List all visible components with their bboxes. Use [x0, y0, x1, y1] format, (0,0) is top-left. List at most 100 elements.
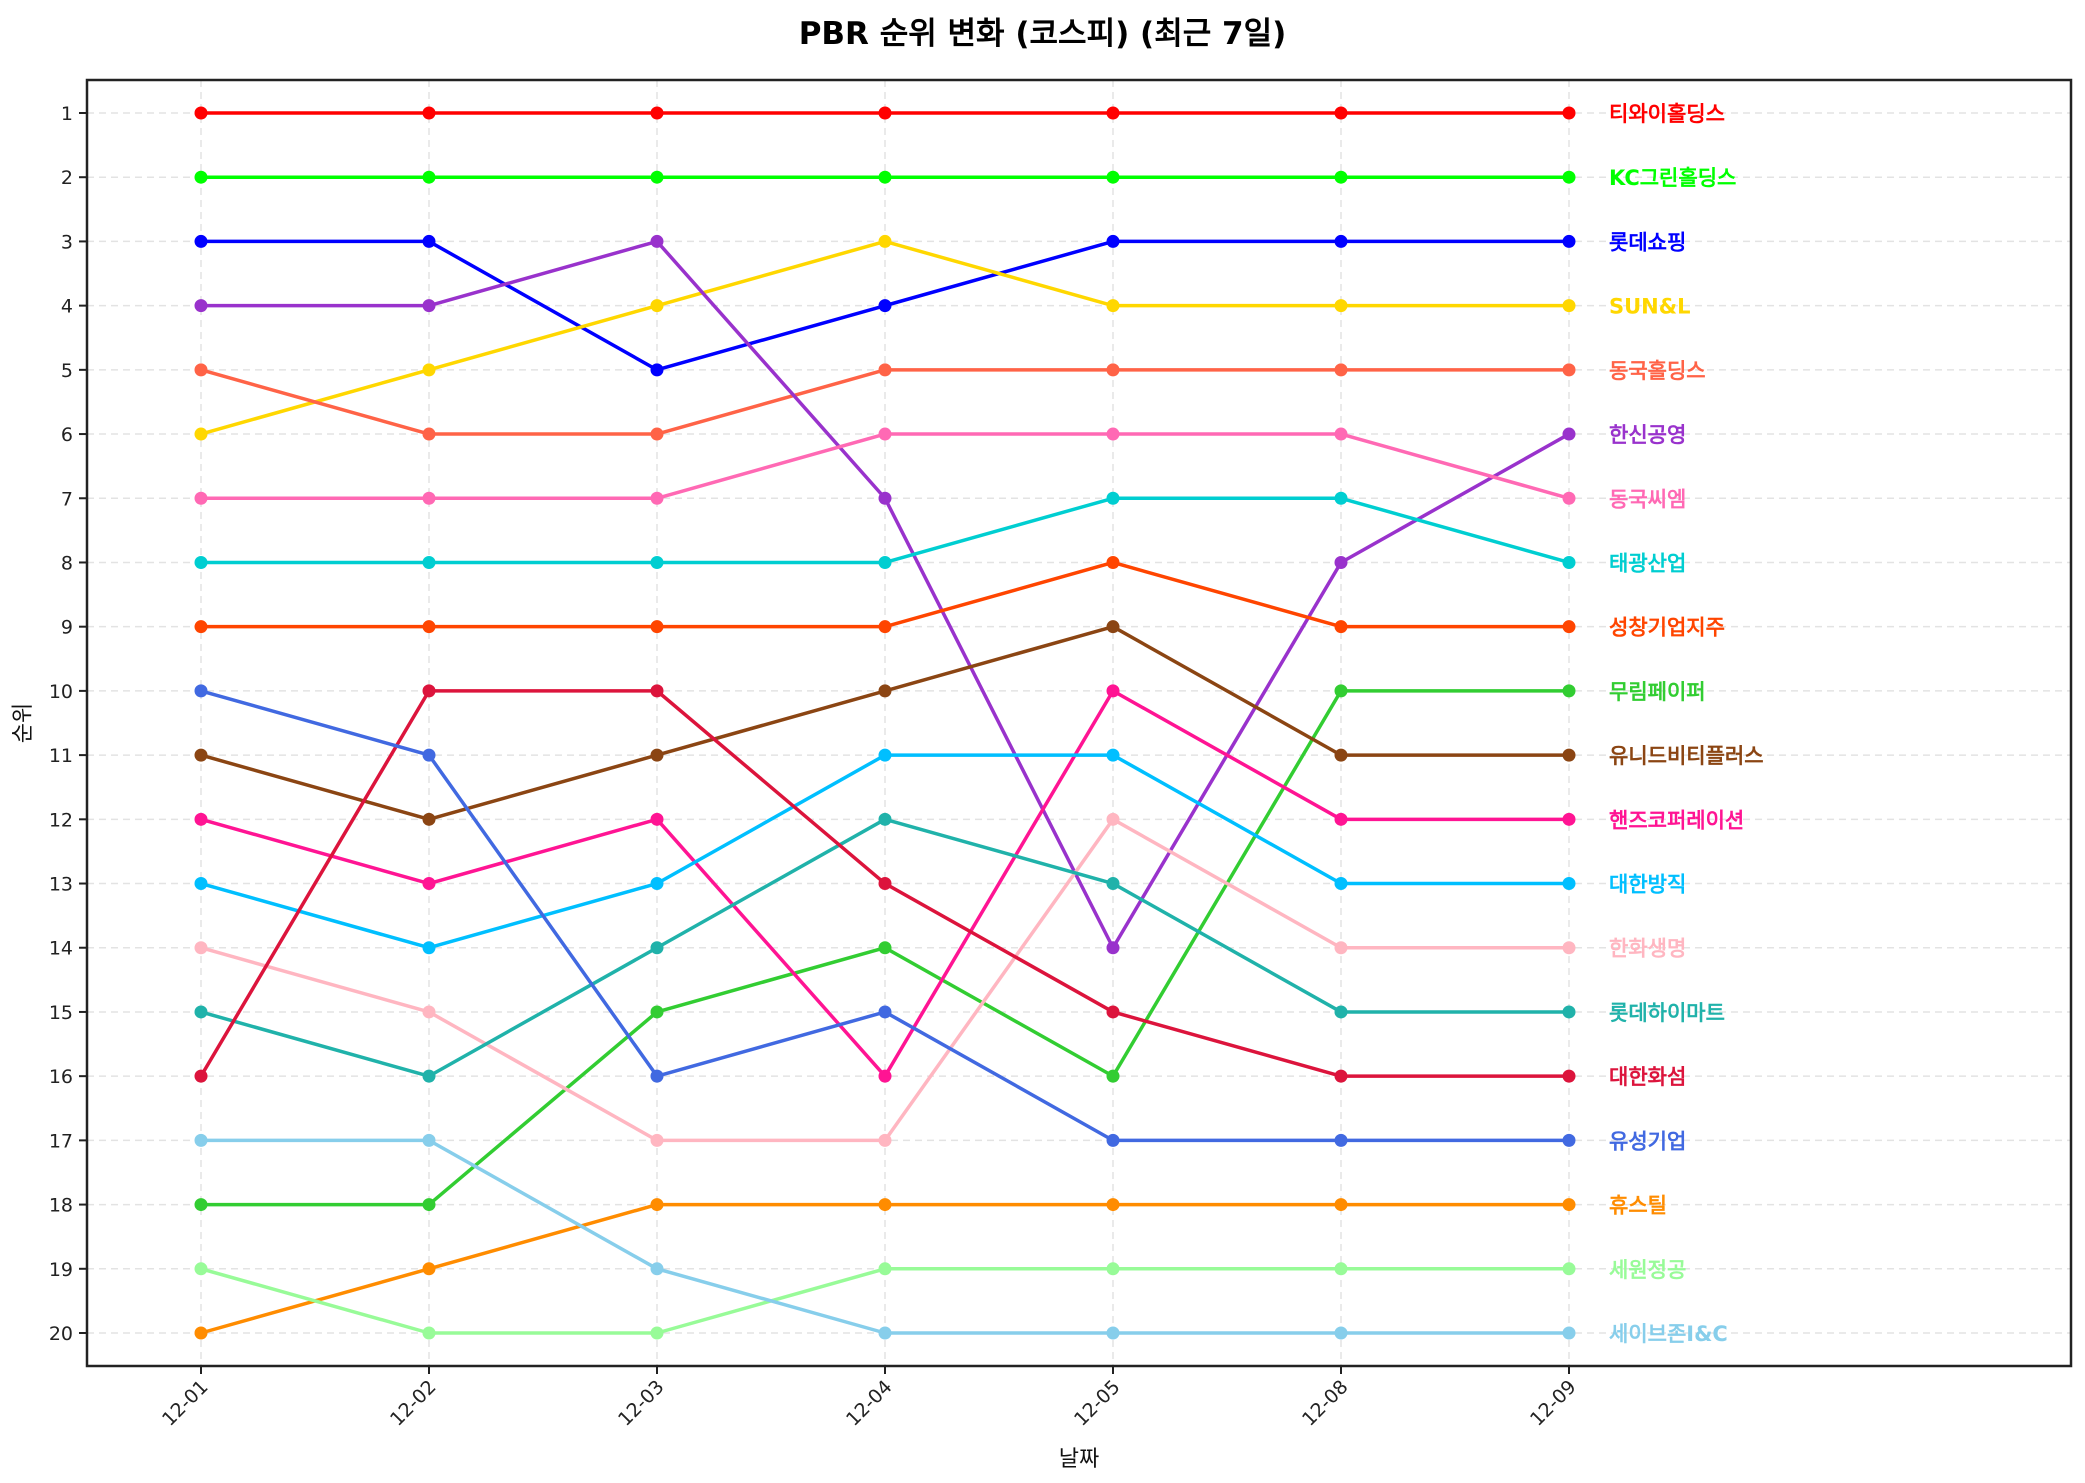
data-point [878, 427, 892, 441]
data-point [1562, 427, 1576, 441]
data-point [650, 941, 664, 955]
y-tick-label: 19 [49, 1259, 73, 1281]
data-point [650, 1133, 664, 1147]
data-point [422, 363, 436, 377]
data-point [422, 106, 436, 120]
data-point [194, 555, 208, 569]
series-end-label: 한신공영 [1609, 423, 1686, 447]
y-tick-label: 20 [49, 1323, 73, 1345]
series-end-label: 롯데쇼핑 [1609, 230, 1686, 254]
data-point [878, 234, 892, 248]
data-point [1106, 1326, 1120, 1340]
x-tick-label: 12-09 [1526, 1376, 1581, 1431]
series-end-label: 유성기업 [1609, 1129, 1686, 1153]
data-point [1334, 299, 1348, 313]
series-end-label: 세이브존I&C [1609, 1322, 1728, 1346]
data-point [1106, 1133, 1120, 1147]
y-tick-label: 17 [49, 1130, 73, 1152]
data-point [650, 491, 664, 505]
data-point [422, 299, 436, 313]
data-point [1334, 106, 1348, 120]
data-point [1106, 1198, 1120, 1212]
data-point [422, 427, 436, 441]
data-point [650, 1198, 664, 1212]
data-point [1334, 491, 1348, 505]
data-point [422, 1133, 436, 1147]
y-tick-label: 18 [49, 1195, 73, 1217]
data-point [194, 299, 208, 313]
data-point [422, 812, 436, 826]
series-end-label: 성창기업지주 [1609, 616, 1725, 640]
data-point [422, 748, 436, 762]
data-point [1334, 748, 1348, 762]
data-point [650, 748, 664, 762]
data-point [1334, 620, 1348, 634]
data-point [1562, 812, 1576, 826]
y-tick-label: 15 [49, 1002, 73, 1024]
data-point [1562, 941, 1576, 955]
chart-title: PBR 순위 변화 (코스피) (최근 7일) [798, 16, 1287, 52]
series-line [200, 368, 1569, 436]
data-point [650, 1262, 664, 1276]
data-point [878, 684, 892, 698]
y-tick-label: 1 [61, 103, 73, 125]
data-point [422, 1262, 436, 1276]
series-end-label: 한화생명 [1609, 937, 1686, 961]
data-point [1562, 1005, 1576, 1019]
data-point [650, 877, 664, 891]
data-point [1334, 363, 1348, 377]
data-point [650, 620, 664, 634]
data-point [194, 1262, 208, 1276]
data-point [194, 363, 208, 377]
y-tick-label: 7 [61, 488, 73, 510]
data-point [1334, 1133, 1348, 1147]
y-axis-label: 순위 [11, 703, 36, 743]
data-point [1562, 748, 1576, 762]
x-tick-label: 12-05 [1070, 1376, 1125, 1431]
data-point [650, 1005, 664, 1019]
data-point [422, 491, 436, 505]
y-tick-label: 4 [61, 296, 73, 318]
series-핸즈코퍼레이션 [194, 684, 1576, 1083]
series-end-label: 대한화섬 [1609, 1065, 1686, 1089]
data-point [422, 1326, 436, 1340]
data-point [650, 1326, 664, 1340]
series-세이브존I&C [194, 1133, 1576, 1340]
data-point [1562, 620, 1576, 634]
series-end-label: 핸즈코퍼레이션 [1609, 808, 1744, 832]
y-tick-label: 9 [61, 617, 73, 639]
y-tick-label: 16 [49, 1066, 73, 1088]
data-point [1562, 299, 1576, 313]
data-point [422, 684, 436, 698]
data-point [1106, 170, 1120, 184]
series-end-label: 태광산업 [1609, 551, 1686, 575]
data-point [878, 1005, 892, 1019]
data-point [194, 1005, 208, 1019]
data-point [194, 812, 208, 826]
data-point [1562, 491, 1576, 505]
data-point [1106, 234, 1120, 248]
data-point [1106, 941, 1120, 955]
x-tick-label: 12-04 [842, 1376, 897, 1431]
series-대한화섬 [194, 684, 1576, 1083]
data-point [1106, 812, 1120, 826]
data-point [650, 812, 664, 826]
data-point [1106, 491, 1120, 505]
data-point [650, 106, 664, 120]
data-point [1106, 299, 1120, 313]
y-tick-label: 5 [61, 360, 73, 382]
data-point [1562, 1262, 1576, 1276]
data-point [1106, 620, 1120, 634]
plot-frame [85, 78, 2073, 1368]
data-point [1562, 684, 1576, 698]
data-point [878, 1262, 892, 1276]
x-axis-label: 날짜 [1059, 1447, 1099, 1472]
data-point [1106, 748, 1120, 762]
data-point [1562, 1198, 1576, 1212]
data-point [194, 941, 208, 955]
data-point [194, 234, 208, 248]
y-tick-label: 2 [61, 167, 73, 189]
series-end-label: 대한방직 [1609, 873, 1686, 897]
data-point [194, 427, 208, 441]
